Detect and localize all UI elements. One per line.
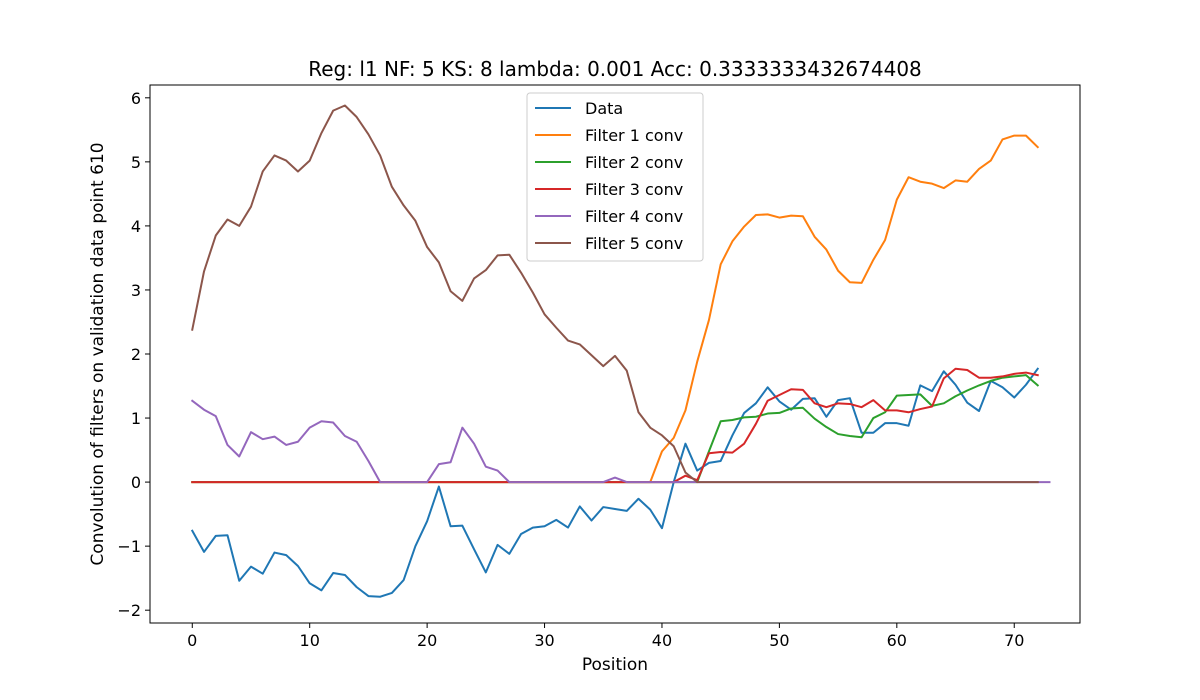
legend: Data Filter 1 conv Filter 2 conv Filter 3 c… — [526, 92, 704, 262]
x-axis-label: Position — [582, 655, 648, 675]
series-line-3 — [191, 374, 1040, 484]
y-tick-label: −1 — [117, 537, 141, 556]
legend-item: Filter 3 conv — [535, 180, 683, 199]
legend-label: Filter 3 conv — [585, 180, 683, 199]
legend-label: Filter 2 conv — [585, 153, 683, 172]
legend-item: Data — [535, 99, 623, 118]
y-tick-label: 6 — [131, 89, 141, 108]
y-tick-label: −2 — [117, 601, 141, 620]
legend-label: Data — [585, 99, 623, 118]
y-tick-label: 0 — [131, 473, 141, 492]
legend-label: Filter 1 conv — [585, 126, 683, 145]
x-tick-label: 10 — [300, 631, 320, 650]
x-axis-ticks: 0 10 20 30 40 50 60 70 — [187, 623, 1024, 650]
x-tick-label: 70 — [1004, 631, 1024, 650]
y-axis-label: Convolution of filters on validation dat… — [88, 142, 108, 565]
series-line-4 — [191, 367, 1039, 484]
series-line-5 — [190, 399, 1051, 484]
y-tick-label: 1 — [131, 409, 141, 428]
x-tick-label: 50 — [769, 631, 789, 650]
series-line-1 — [190, 367, 1040, 598]
series-lines — [190, 104, 1051, 598]
legend-item: Filter 4 conv — [535, 207, 683, 226]
x-tick-label: 30 — [534, 631, 554, 650]
y-tick-label: 3 — [131, 281, 141, 300]
x-tick-label: 40 — [652, 631, 672, 650]
chart-title: Reg: l1 NF: 5 KS: 8 lambda: 0.001 Acc: 0… — [308, 57, 922, 81]
legend-item: Filter 2 conv — [535, 153, 683, 172]
x-tick-label: 20 — [417, 631, 437, 650]
plot-area — [149, 84, 1081, 624]
y-tick-label: 5 — [131, 153, 141, 172]
y-axis-ticks: −2 −1 0 1 2 3 4 5 6 — [117, 89, 150, 620]
legend-item: Filter 1 conv — [535, 126, 683, 145]
y-tick-label: 4 — [131, 217, 141, 236]
legend-label: Filter 4 conv — [585, 207, 683, 226]
legend-label: Filter 5 conv — [585, 234, 683, 253]
y-tick-label: 2 — [131, 345, 141, 364]
legend-item: Filter 5 conv — [535, 234, 683, 253]
series-line-6 — [191, 104, 1039, 484]
x-tick-label: 60 — [887, 631, 907, 650]
x-tick-label: 0 — [187, 631, 197, 650]
